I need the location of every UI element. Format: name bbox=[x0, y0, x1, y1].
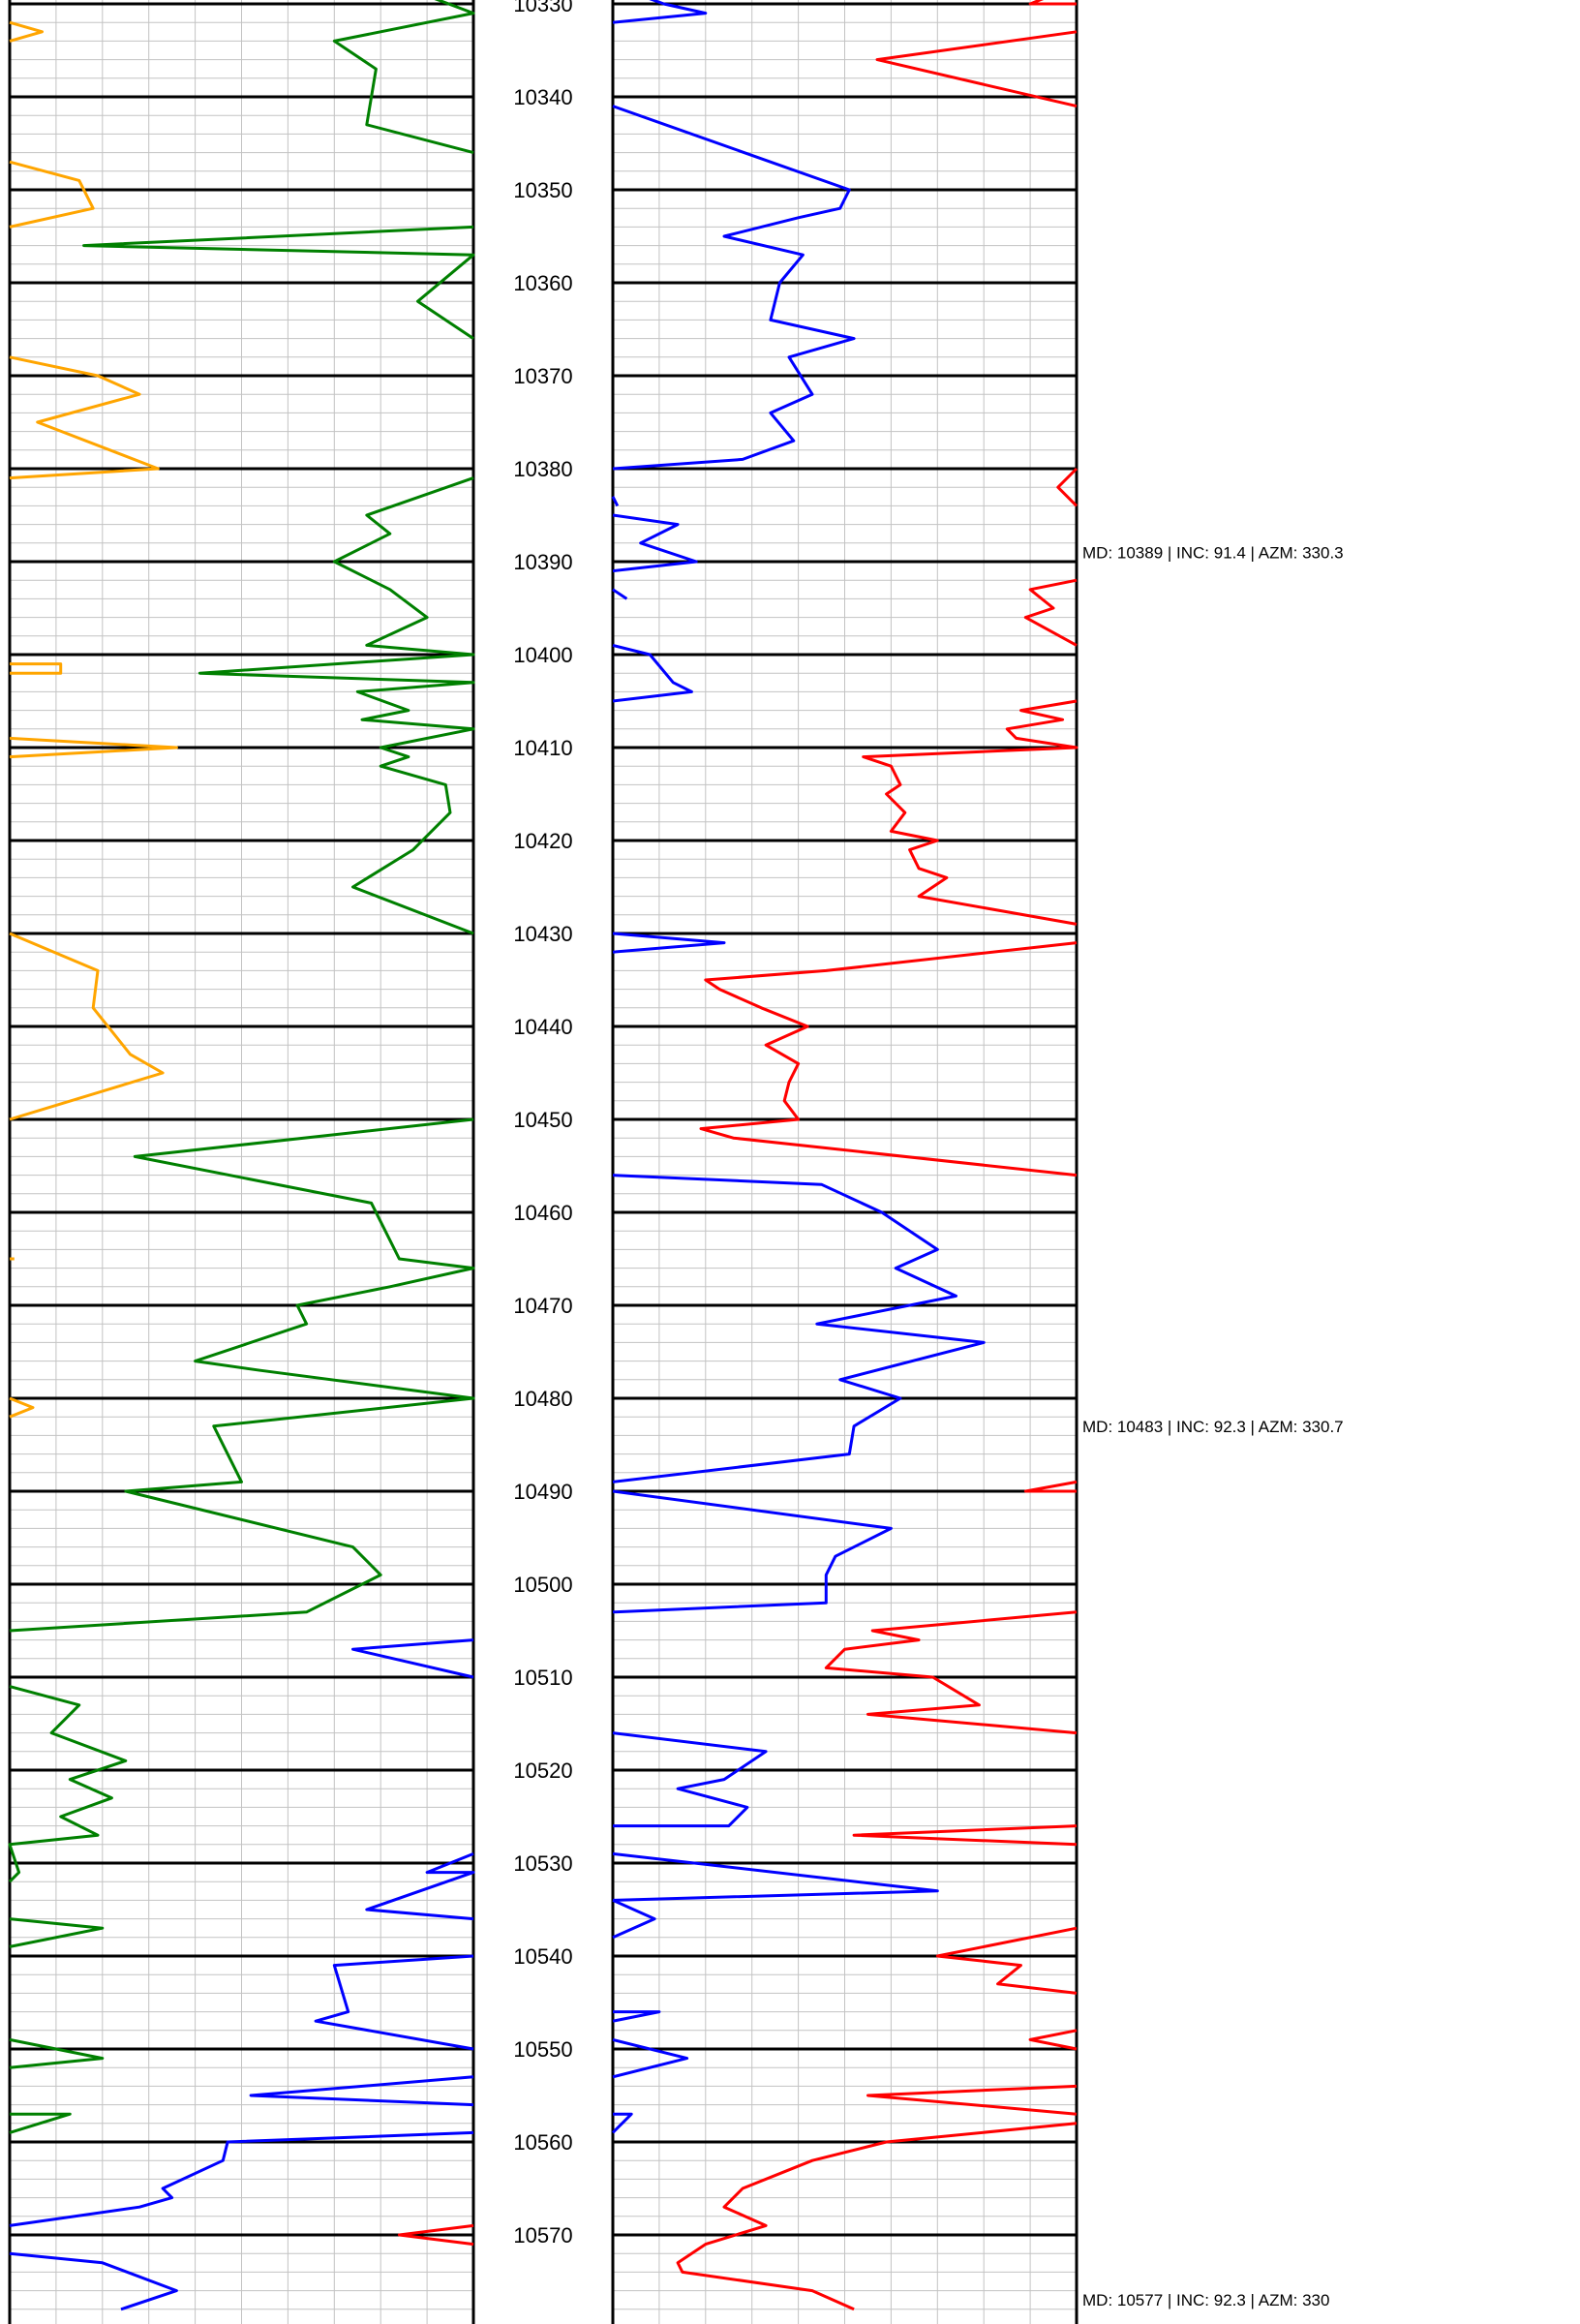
log-curve-segment bbox=[249, 2075, 474, 2107]
depth-tick-label: 10540 bbox=[513, 1944, 572, 1969]
depth-tick-label: 10390 bbox=[513, 550, 572, 574]
log-curve-segment bbox=[612, 1731, 768, 1828]
log-curve-segment bbox=[852, 1824, 1078, 1847]
log-curve-segment bbox=[612, 513, 698, 573]
log-curve-segment bbox=[824, 1610, 1078, 1735]
depth-tick-label: 10440 bbox=[513, 1015, 572, 1039]
log-curve-segment bbox=[935, 1926, 1078, 1995]
log-curve-segment bbox=[1023, 578, 1078, 647]
survey-annotation: MD: 10389 | INC: 91.4 | AZM: 330.3 bbox=[1082, 543, 1344, 562]
depth-tick-label: 10380 bbox=[513, 457, 572, 481]
log-curve-segment bbox=[9, 355, 160, 480]
log-curve-segment bbox=[611, 2112, 633, 2134]
log-curve-segment bbox=[612, 2010, 661, 2023]
log-curve-segment bbox=[9, 2037, 105, 2069]
log-curve-segment bbox=[8, 1685, 128, 1883]
log-curve-segment bbox=[1028, 2029, 1078, 2051]
log-curve-segment bbox=[875, 30, 1078, 108]
log-curve-segment bbox=[612, 1174, 986, 1483]
depth-tick-label: 10430 bbox=[513, 922, 572, 946]
depth-tick-label: 10530 bbox=[513, 1851, 572, 1876]
log-curve-segment bbox=[1056, 467, 1079, 507]
log-curve-segment bbox=[9, 1117, 475, 1633]
survey-annotation: MD: 10483 | INC: 92.3 | AZM: 330.7 bbox=[1082, 1418, 1344, 1436]
left-track bbox=[8, 0, 475, 2324]
log-curve-segment bbox=[397, 2223, 474, 2247]
log-curve-segment bbox=[612, 2037, 689, 2079]
log-curve-segment bbox=[9, 736, 178, 759]
log-curve-segment bbox=[862, 699, 1079, 926]
log-curve-segment bbox=[332, 0, 475, 155]
log-curve-segment bbox=[699, 941, 1078, 1177]
log-curve-segment bbox=[866, 2084, 1078, 2116]
log-curve-segment bbox=[612, 932, 726, 954]
depth-tick-label: 10340 bbox=[513, 85, 572, 109]
depth-tick-label: 10560 bbox=[513, 2130, 572, 2155]
log-curve-segment bbox=[10, 662, 63, 675]
depth-tick-label: 10480 bbox=[513, 1387, 572, 1411]
survey-annotations: MD: 10389 | INC: 91.4 | AZM: 330.3 MD: 10… bbox=[1082, 543, 1344, 2309]
depth-tick-label: 10450 bbox=[513, 1108, 572, 1132]
log-curve-segment bbox=[9, 2112, 72, 2134]
depth-tick-label: 10520 bbox=[513, 1758, 572, 1783]
log-curve-segment bbox=[198, 476, 475, 935]
depth-tick-label: 10410 bbox=[513, 736, 572, 760]
depth-tick-label: 10500 bbox=[513, 1573, 572, 1597]
log-curve-segment bbox=[612, 1851, 939, 1902]
log-curve-segment bbox=[611, 496, 620, 507]
log-curve-segment bbox=[1028, 0, 1077, 6]
depth-tick-label: 10460 bbox=[513, 1201, 572, 1225]
log-curve-segment bbox=[612, 643, 693, 703]
log-curve-segment bbox=[314, 1954, 474, 2051]
depth-tick-label: 10510 bbox=[513, 1666, 572, 1690]
log-curve-segment bbox=[676, 2122, 1078, 2311]
depth-tick-label: 10420 bbox=[513, 829, 572, 853]
log-curve-segment bbox=[9, 932, 165, 1121]
log-curve-segment bbox=[612, 588, 628, 600]
log-curve-segment bbox=[9, 2251, 178, 2311]
depth-tick-label: 10550 bbox=[513, 2037, 572, 2062]
depth-tick-label: 10400 bbox=[513, 643, 572, 667]
log-curve-segment bbox=[612, 105, 856, 471]
log-curve-segment bbox=[1023, 1480, 1078, 1493]
log-curve-segment bbox=[82, 225, 475, 340]
log-curve-segment bbox=[9, 1917, 105, 1948]
survey-annotation: MD: 10577 | INC: 92.3 | AZM: 330 bbox=[1082, 2291, 1329, 2309]
log-curve-segment bbox=[612, 1489, 893, 1614]
depth-tick-label: 10370 bbox=[513, 364, 572, 388]
depth-tick-label: 10360 bbox=[513, 271, 572, 295]
depth-tick-label: 10490 bbox=[513, 1480, 572, 1504]
log-curve-segment bbox=[612, 0, 708, 24]
log-curve-segment bbox=[9, 1396, 35, 1419]
log-curve-segment bbox=[9, 2130, 474, 2227]
depth-tick-label: 10470 bbox=[513, 1294, 572, 1318]
log-curve-segment bbox=[351, 1638, 474, 1679]
log-curve-segment bbox=[612, 1899, 656, 1940]
depth-track: 10330 10340 10350 10360 10370 10380 10390 10400… bbox=[513, 0, 572, 2248]
log-curve-segment bbox=[9, 20, 44, 43]
depth-tick-label: 10350 bbox=[513, 178, 572, 202]
depth-tick-label: 10570 bbox=[513, 2223, 572, 2248]
log-curve-segment bbox=[9, 160, 95, 229]
right-track bbox=[611, 0, 1079, 2324]
depth-tick-label: 10330 bbox=[513, 0, 572, 16]
log-curve-segment bbox=[365, 1852, 475, 1921]
